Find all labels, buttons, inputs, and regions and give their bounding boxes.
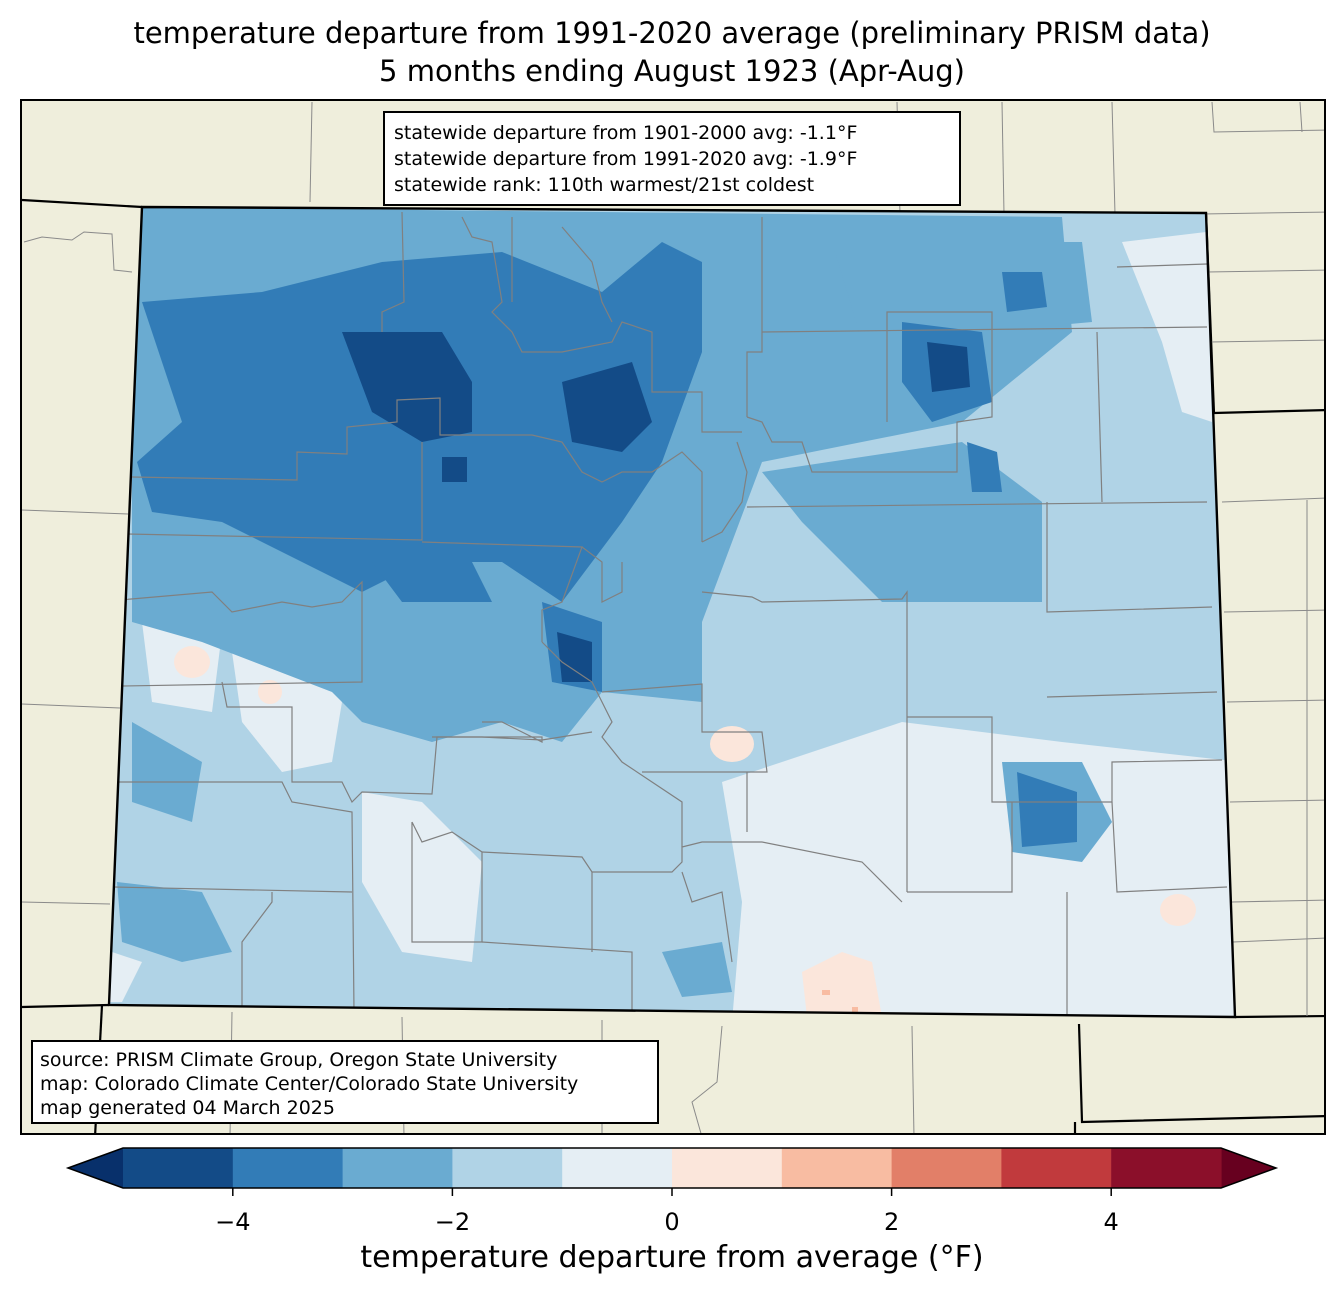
map-panel [20, 99, 1326, 1135]
colorbar-tick-label-3: 2 [884, 1208, 899, 1236]
colorbar-bin-6 [781, 1148, 893, 1188]
colorado-map [22, 101, 1324, 1133]
colorbar-bin-7 [891, 1148, 1002, 1188]
colorbar-tick-label-2: 0 [664, 1208, 679, 1236]
stats-line-2: statewide departure from 1991-2020 avg: … [394, 148, 858, 170]
title-line-2: 5 months ending August 1923 (Apr-Aug) [379, 54, 965, 88]
colorbar-bin-4 [562, 1148, 673, 1188]
colorbar-bin-9 [1111, 1148, 1222, 1188]
source-box: source: PRISM Climate Group, Oregon Stat… [31, 1040, 659, 1124]
colorbar-label: temperature departure from average (°F) [360, 1240, 984, 1275]
map-title: temperature departure from 1991-2020 ave… [0, 14, 1344, 90]
statewide-stats-box: statewide departure from 1901-2000 avg: … [383, 111, 961, 206]
source-line-1: source: PRISM Climate Group, Oregon Stat… [40, 1049, 558, 1071]
colorbar-tick-label-0: −4 [215, 1208, 250, 1236]
colorbar-bin-2 [342, 1148, 453, 1188]
colorbar-tick-label-4: 4 [1104, 1208, 1119, 1236]
colorado-border [107, 205, 1237, 1019]
colorbar-outline [65, 1147, 1279, 1189]
colorbar-under-arrow [68, 1148, 123, 1188]
temperature-field [109, 207, 1235, 1017]
colorbar-bin-8 [1001, 1148, 1112, 1188]
colorbar-bin-0 [123, 1148, 234, 1188]
colorbar-over-arrow [1221, 1148, 1276, 1188]
source-line-3: map generated 04 March 2025 [40, 1097, 335, 1119]
colorbar-bin-3 [452, 1148, 563, 1188]
colorbar-bin-5 [672, 1148, 783, 1188]
stats-line-3: statewide rank: 110th warmest/21st colde… [394, 174, 815, 196]
source-line-2: map: Colorado Climate Center/Colorado St… [40, 1073, 579, 1095]
colorbar: −4 −2 0 2 4 [65, 1147, 1279, 1236]
colorbar-bin-1 [232, 1148, 344, 1188]
colorbar-tick-label-1: −2 [435, 1208, 470, 1236]
county-lines [111, 211, 1228, 1017]
title-line-1: temperature departure from 1991-2020 ave… [133, 16, 1211, 50]
stats-line-1: statewide departure from 1901-2000 avg: … [394, 122, 858, 144]
